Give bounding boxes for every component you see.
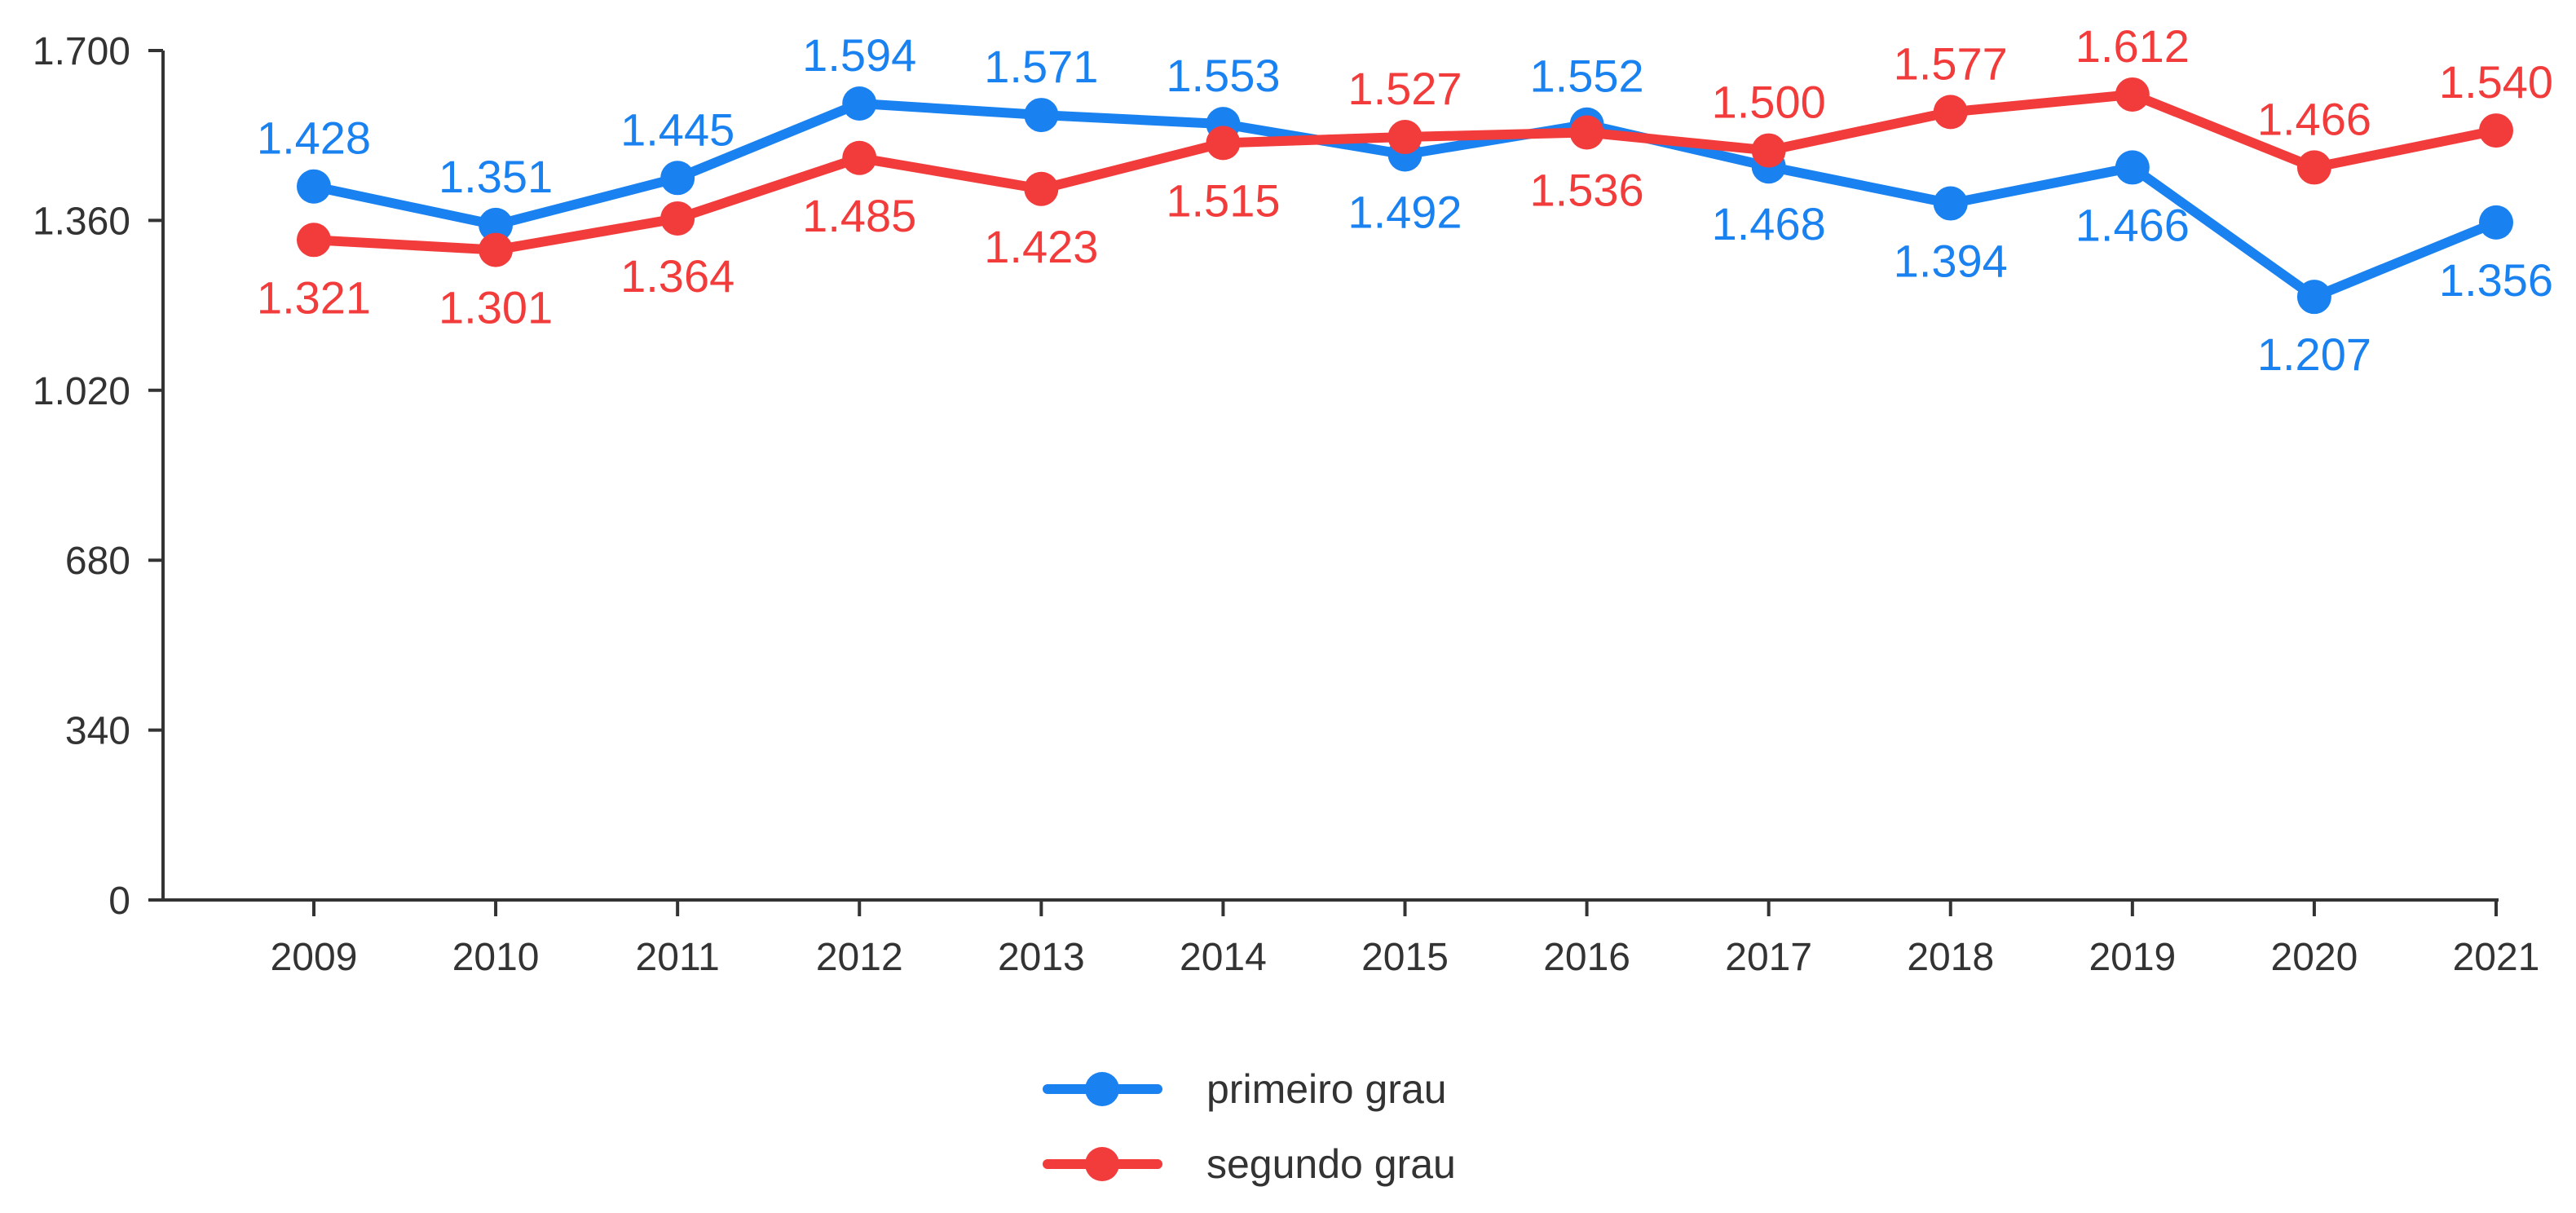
y-tick-label: 340 — [65, 710, 130, 753]
data-point-primeiro-grau — [1933, 186, 1968, 221]
data-point-primeiro-grau — [842, 86, 877, 121]
data-label-primeiro-grau: 1.207 — [2257, 329, 2371, 380]
data-point-segundo-grau — [2296, 150, 2331, 185]
x-tick-label: 2021 — [2453, 936, 2540, 979]
x-tick-label: 2012 — [816, 936, 903, 979]
legend-marker-segundo-grau — [1085, 1147, 1119, 1181]
data-label-primeiro-grau: 1.468 — [1712, 198, 1826, 249]
x-tick-label: 2017 — [1725, 936, 1812, 979]
data-label-segundo-grau: 1.485 — [802, 190, 916, 241]
x-tick-label: 2010 — [452, 936, 540, 979]
data-point-segundo-grau — [842, 140, 877, 175]
data-point-primeiro-grau — [2115, 150, 2150, 185]
data-point-primeiro-grau — [660, 161, 695, 196]
x-tick-label: 2020 — [2271, 936, 2358, 979]
data-point-segundo-grau — [1024, 171, 1059, 206]
data-label-primeiro-grau: 1.351 — [439, 151, 553, 202]
x-tick-label: 2013 — [998, 936, 1085, 979]
data-label-primeiro-grau: 1.552 — [1530, 51, 1644, 102]
data-label-segundo-grau: 1.466 — [2257, 93, 2371, 144]
data-point-segundo-grau — [2479, 113, 2513, 148]
data-label-primeiro-grau: 1.594 — [802, 29, 916, 81]
data-point-segundo-grau — [1751, 133, 1786, 168]
legend-label-primeiro-grau: primeiro grau — [1206, 1066, 1447, 1112]
x-tick-label: 2011 — [636, 936, 720, 979]
data-point-segundo-grau — [2115, 77, 2150, 112]
data-point-segundo-grau — [479, 232, 514, 267]
data-label-primeiro-grau: 1.445 — [620, 104, 734, 155]
data-label-segundo-grau: 1.500 — [1712, 77, 1826, 128]
data-label-segundo-grau: 1.527 — [1348, 63, 1462, 114]
legend-label-segundo-grau: segundo grau — [1206, 1141, 1456, 1187]
data-label-primeiro-grau: 1.428 — [257, 112, 371, 164]
y-tick-label: 1.020 — [33, 370, 130, 413]
series-lines — [297, 77, 2513, 315]
x-tick-label: 2014 — [1180, 936, 1267, 979]
x-tick-label: 2016 — [1543, 936, 1630, 979]
x-tick-label: 2019 — [2089, 936, 2176, 979]
legend-marker-primeiro-grau — [1085, 1072, 1119, 1106]
data-point-segundo-grau — [660, 201, 695, 236]
data-point-segundo-grau — [1933, 95, 1968, 130]
y-tick-label: 1.360 — [33, 200, 130, 243]
data-label-segundo-grau: 1.536 — [1530, 165, 1644, 216]
data-point-primeiro-grau — [1024, 98, 1059, 133]
data-label-segundo-grau: 1.612 — [2075, 20, 2190, 72]
data-label-segundo-grau: 1.301 — [439, 282, 553, 333]
data-point-segundo-grau — [297, 223, 331, 258]
data-label-segundo-grau: 1.540 — [2439, 56, 2553, 108]
data-label-primeiro-grau: 1.571 — [984, 41, 1098, 92]
data-point-segundo-grau — [1569, 115, 1604, 150]
data-label-segundo-grau: 1.515 — [1166, 174, 1280, 226]
y-tick-label: 1.700 — [33, 30, 130, 73]
y-tick-label: 680 — [65, 540, 130, 583]
data-labels: 1.428 1.351 1.445 1.594 1.571 1.553 1.492 1.552… — [257, 20, 2553, 380]
data-point-segundo-grau — [1206, 126, 1241, 161]
axes: 0 340 680 1.020 1.360 1.700 2009 2010 2011 2012 20… — [33, 30, 2540, 979]
data-point-primeiro-grau — [479, 207, 514, 242]
data-label-primeiro-grau: 1.356 — [2439, 254, 2553, 306]
x-tick-label: 2009 — [271, 936, 358, 979]
data-label-primeiro-grau: 1.492 — [1348, 186, 1462, 237]
x-tick-label: 2018 — [1907, 936, 1994, 979]
legend: primeiro grau segundo grau — [1043, 1066, 1456, 1187]
data-label-primeiro-grau: 1.553 — [1166, 50, 1280, 101]
data-label-segundo-grau: 1.423 — [984, 221, 1098, 272]
data-label-primeiro-grau: 1.466 — [2075, 199, 2190, 250]
y-tick-label: 0 — [108, 880, 130, 923]
data-label-primeiro-grau: 1.394 — [1894, 236, 2008, 287]
x-tick-label: 2015 — [1361, 936, 1449, 979]
data-point-primeiro-grau — [2479, 205, 2513, 240]
data-label-segundo-grau: 1.321 — [257, 271, 371, 323]
data-point-segundo-grau — [1387, 120, 1423, 155]
data-point-primeiro-grau — [297, 169, 331, 204]
data-label-segundo-grau: 1.364 — [620, 250, 734, 302]
data-point-primeiro-grau — [2296, 280, 2331, 315]
data-label-segundo-grau: 1.577 — [1894, 37, 2008, 89]
